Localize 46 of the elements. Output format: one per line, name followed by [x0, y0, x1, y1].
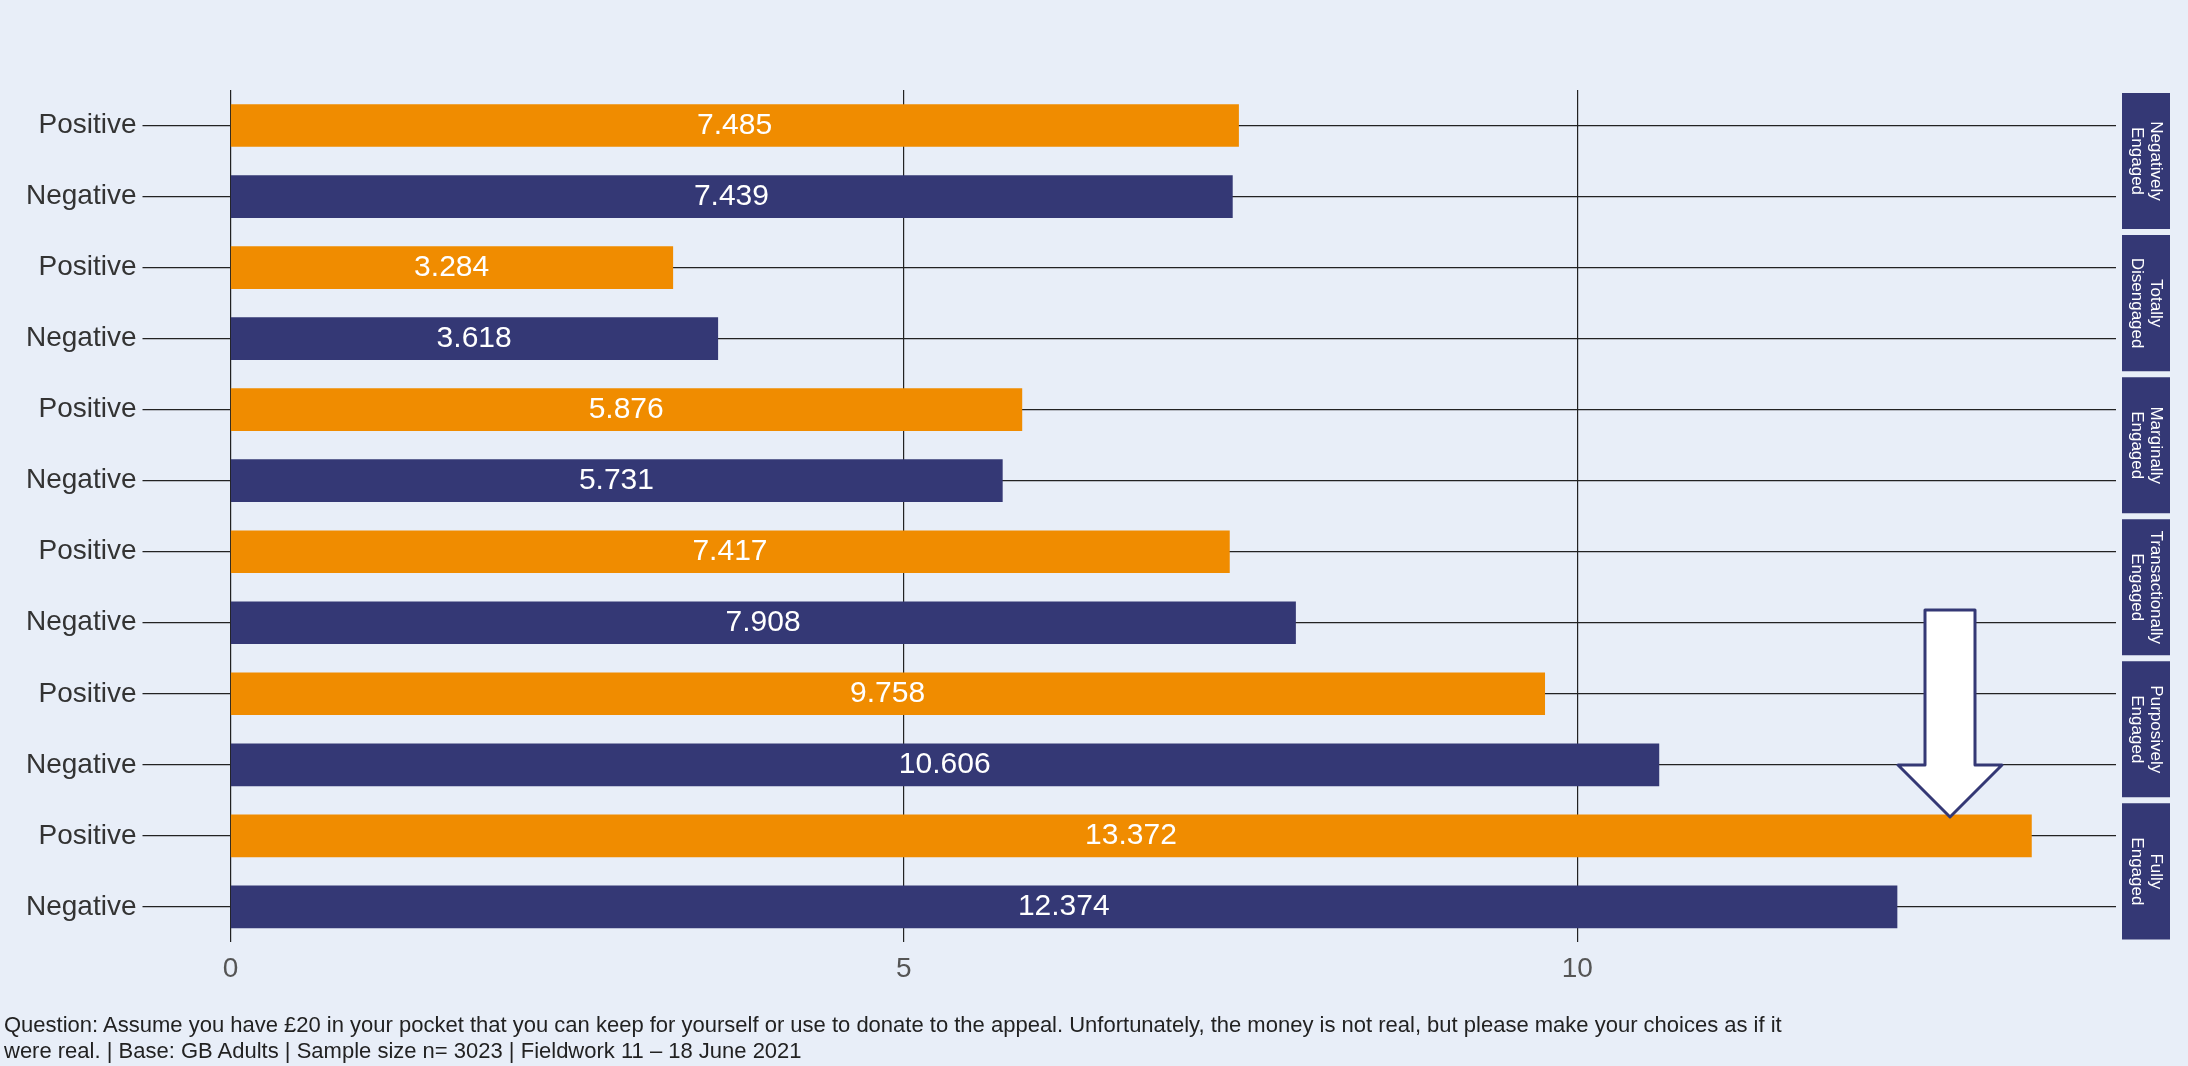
x-tick-label: 5 [896, 951, 912, 983]
y-tick-label: Negative [25, 179, 137, 211]
data-label: 5.876 [588, 390, 664, 424]
bar [230, 317, 719, 360]
x-tick-label: 0 [222, 951, 239, 983]
y-tick-label: Positive [38, 818, 137, 850]
y-tick-label: Positive [38, 534, 137, 566]
y-tick-label: Negative [25, 463, 137, 495]
bar [230, 885, 1898, 929]
y-tick-label: Positive [38, 392, 137, 424]
bar [230, 459, 1003, 503]
x-tick-label: 10 [1561, 951, 1593, 983]
bar [230, 814, 2032, 858]
data-label: 9.758 [850, 675, 926, 709]
text: Totally Disengaged [2127, 257, 2166, 349]
data-label: 3.618 [436, 319, 512, 353]
y-tick-label: Positive [38, 108, 137, 140]
data-label: 12.374 [1017, 888, 1110, 922]
y-tick-label: Negative [25, 747, 137, 779]
data-label: 7.485 [697, 106, 773, 140]
y-tick-label: Negative [25, 605, 137, 637]
bar [230, 530, 1230, 574]
data-label: 10.606 [898, 746, 991, 780]
bar [230, 743, 1660, 787]
bar [230, 601, 1296, 645]
y-tick-label: Positive [38, 676, 137, 708]
data-label: 7.439 [693, 177, 769, 211]
y-tick-label: Positive [38, 250, 137, 282]
data-label: 3.284 [414, 248, 490, 282]
y-tick-label: Negative [25, 321, 137, 353]
text: Negatively Engaged [2127, 121, 2166, 202]
bar [230, 388, 1023, 431]
text: Transactionally Engaged [2127, 530, 2166, 645]
bar [230, 672, 1546, 716]
text: Question: Assume you have £20 in your pocket that you can keep for yourself or use to donate to the appeal. Unfortunately, the money is not real, but please make your choices as if it were real. | Base: GB Adults | Sample size n= 3023 | Fieldwork 11 – 18 June 2021 [4, 1012, 1783, 1064]
text: Marginally Engaged [2127, 406, 2166, 485]
text: Purposively Engaged [2127, 685, 2166, 774]
bar [230, 175, 1233, 218]
data-label: 5.731 [578, 461, 654, 495]
data-label: 7.417 [692, 532, 768, 566]
data-label: 13.372 [1085, 817, 1177, 851]
y-tick-label: Negative [25, 889, 137, 921]
data-label: 7.908 [725, 604, 801, 638]
bar [230, 246, 674, 289]
text: Fully Engaged [2127, 837, 2166, 906]
bar [230, 104, 1239, 147]
